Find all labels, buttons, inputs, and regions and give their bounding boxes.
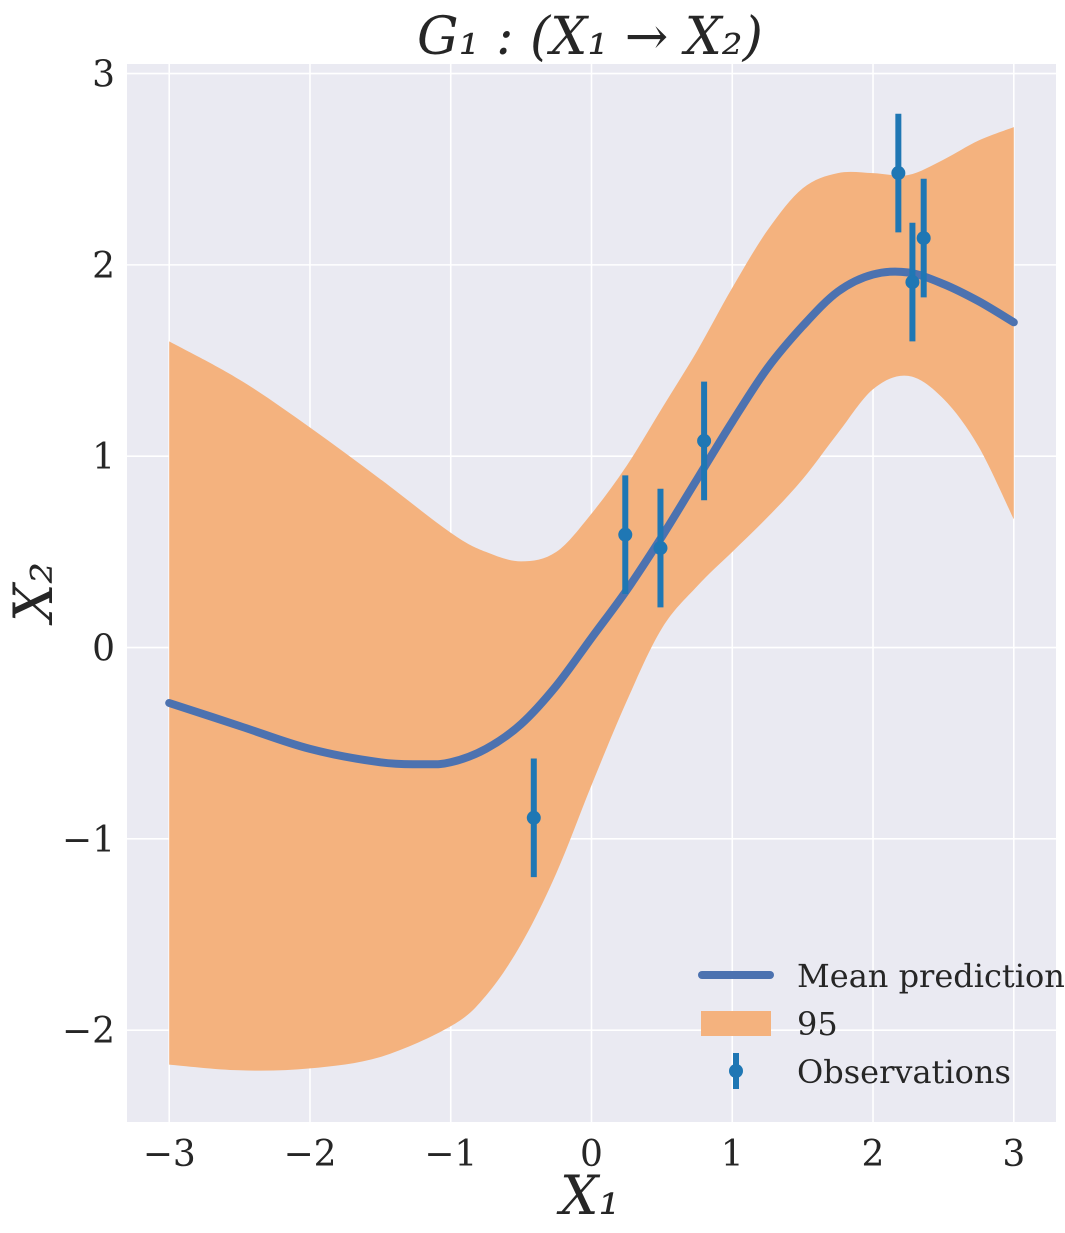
x-tick-label: 1 [721,1134,744,1175]
y-axis-label: X₂ [2,562,65,626]
y-tick-label: 0 [92,629,115,670]
observation-point [916,178,931,298]
y-tick-label: −2 [62,1011,115,1052]
y-tick-label: −1 [62,820,115,861]
observation-point [526,758,541,878]
legend: Mean prediction 95 Observations [698,957,1065,1091]
y-tick-label: 2 [92,246,115,287]
legend-band-label: 95 [797,1005,838,1043]
x-tick-label: 0 [580,1134,603,1175]
x-axis-label: X₁ [556,1164,620,1227]
legend-obs-marker [729,1064,743,1078]
observation-marker [891,166,906,181]
x-tick-label: −3 [143,1134,196,1175]
observation-marker [618,527,633,542]
observation-marker [526,810,541,825]
legend-obs-label: Observations [797,1053,1011,1091]
legend-mean-label: Mean prediction [797,957,1065,995]
observation-marker [905,275,920,290]
confidence-band [169,127,1014,1071]
x-tick-label: 3 [1002,1134,1025,1175]
y-tick-label: 3 [92,55,115,96]
observation-point [905,222,920,342]
x-tick-label: −1 [424,1134,477,1175]
observation-marker [916,231,931,246]
x-tick-labels: −3 −2 −1 0 1 2 3 [143,1134,1026,1175]
chart-title: G₁ : (X₁ → X₂) [417,7,763,67]
observation-point [891,113,906,233]
observation-point [653,488,668,608]
y-tick-labels: −2 −1 0 1 2 3 [62,55,115,1053]
mean-prediction-line [165,267,1018,769]
observation-marker [697,433,712,448]
observation-point [697,381,712,501]
y-tick-label: 1 [92,437,115,478]
x-tick-label: −2 [283,1134,336,1175]
observation-marker [653,541,668,556]
x-tick-label: 2 [862,1134,885,1175]
legend-band-swatch [701,1011,771,1036]
observations-group [526,113,931,878]
observation-point [618,475,633,594]
